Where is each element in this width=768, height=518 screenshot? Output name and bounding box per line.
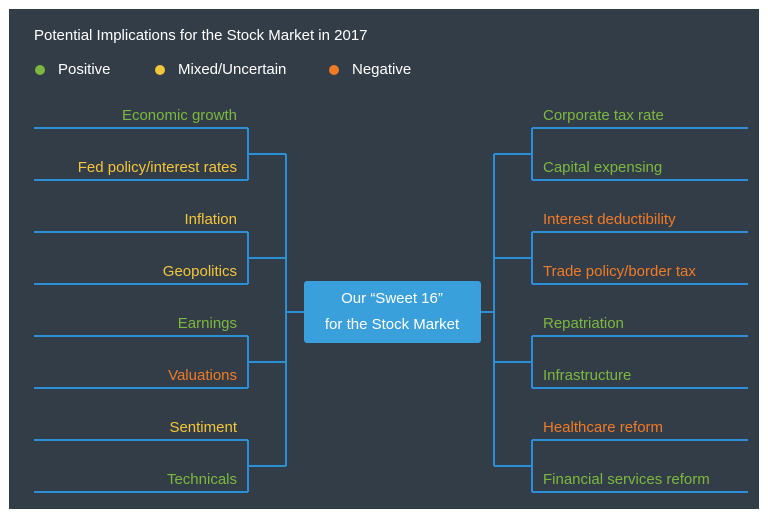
- item-label: Earnings: [178, 315, 237, 332]
- item-label: Sentiment: [169, 419, 237, 436]
- item-label: Technicals: [167, 471, 237, 488]
- item-label: Repatriation: [543, 315, 624, 332]
- legend-label: Mixed/Uncertain: [178, 61, 286, 78]
- item-label: Healthcare reform: [543, 419, 663, 436]
- item-label: Trade policy/border tax: [543, 263, 696, 280]
- legend-label: Negative: [352, 61, 411, 78]
- legend-dot: [155, 65, 165, 75]
- center-text: Our “Sweet 16”: [341, 290, 443, 307]
- item-label: Interest deductibility: [543, 211, 676, 228]
- center-box: [304, 281, 481, 343]
- center-text: for the Stock Market: [325, 316, 460, 333]
- item-label: Infrastructure: [543, 367, 631, 384]
- item-label: Fed policy/interest rates: [78, 159, 237, 176]
- item-label: Geopolitics: [163, 263, 237, 280]
- legend-label: Positive: [58, 61, 111, 78]
- item-label: Corporate tax rate: [543, 107, 664, 124]
- legend-dot: [35, 65, 45, 75]
- background: [9, 9, 759, 509]
- legend-dot: [329, 65, 339, 75]
- item-label: Inflation: [184, 211, 237, 228]
- title: Potential Implications for the Stock Mar…: [34, 27, 368, 44]
- item-label: Valuations: [168, 367, 237, 384]
- item-label: Economic growth: [122, 107, 237, 124]
- item-label: Capital expensing: [543, 159, 662, 176]
- item-label: Financial services reform: [543, 471, 710, 488]
